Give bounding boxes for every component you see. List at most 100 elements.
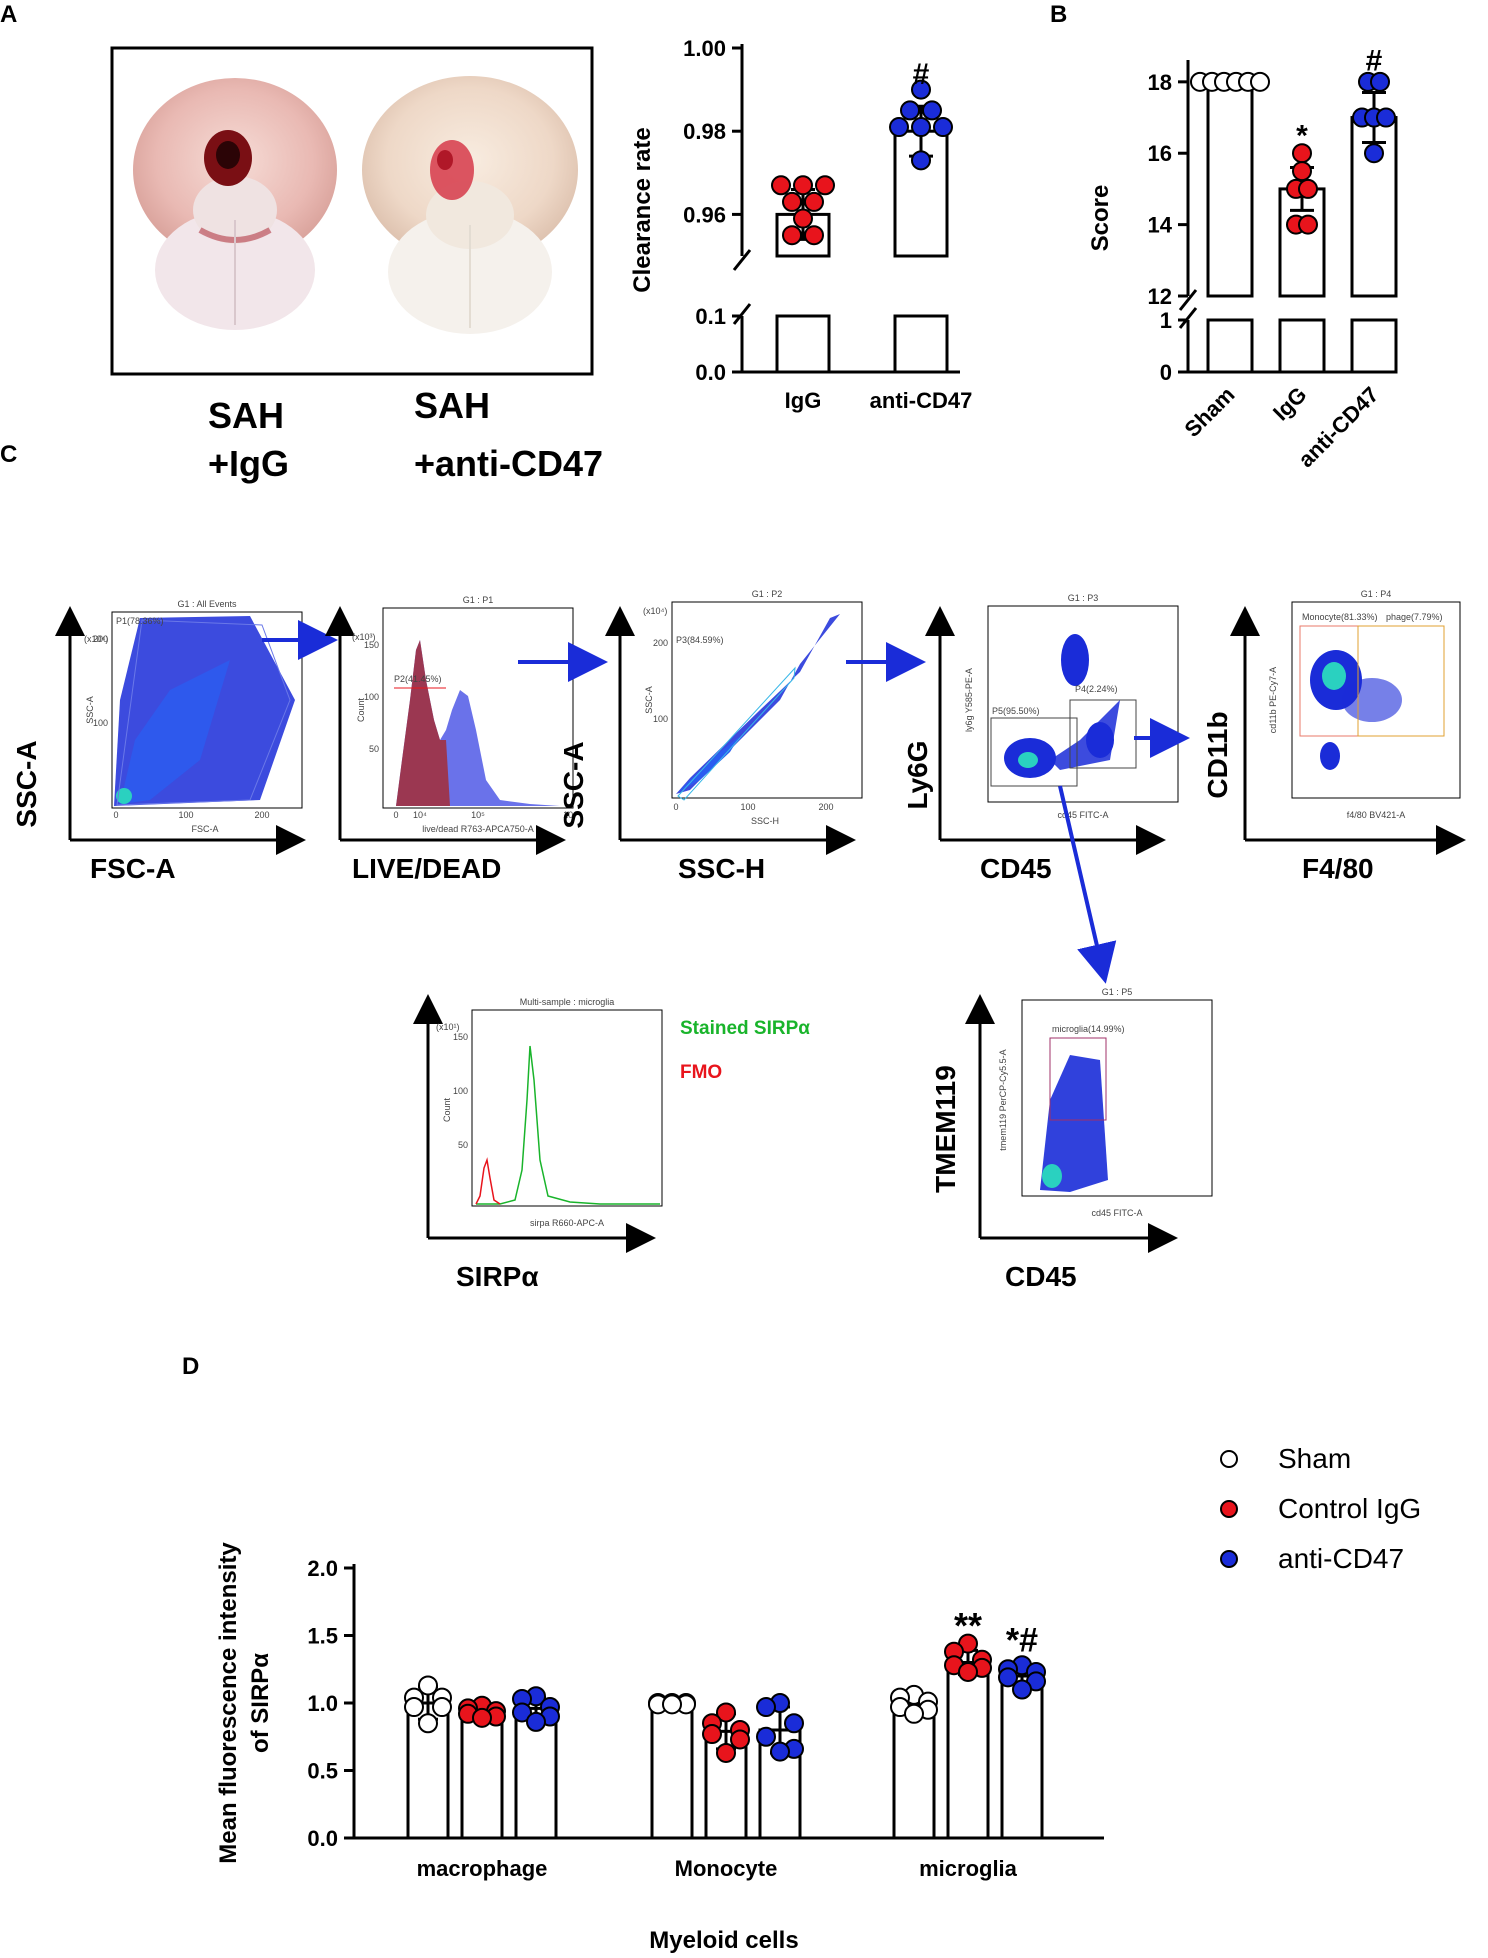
bar-upper bbox=[1206, 80, 1254, 298]
data-point bbox=[904, 1703, 924, 1724]
flow-ytick-3a: 100 bbox=[653, 714, 668, 724]
legend-stained-sirpa: Stained SIRPα bbox=[680, 1018, 810, 1039]
data-point bbox=[756, 1697, 776, 1718]
data-point bbox=[1012, 1679, 1032, 1700]
brain-left bbox=[133, 78, 337, 330]
significance-mark-igg: ** bbox=[954, 1605, 982, 1646]
flow-y-inner-4: ly6g Y585-PE-A bbox=[964, 668, 974, 732]
flow-outer-x-4: CD45 bbox=[980, 853, 1052, 884]
flow-outer-y-4: Ly6G bbox=[902, 741, 933, 810]
legend-label: Sham bbox=[1278, 1443, 1351, 1474]
data-point bbox=[900, 100, 920, 121]
flow-plot-2: LIVE/DEAD G1 : P1 P2(41.45%) (x10³) 50 1… bbox=[325, 595, 608, 884]
axis-break-mark bbox=[732, 249, 752, 271]
flow-y-inner-5: cd11b PE-Cy7-A bbox=[1268, 667, 1278, 733]
flow-gate-4b: P5(95.50%) bbox=[992, 706, 1040, 716]
flow-y-inner-6: tmem119 PerCP-Cy5.5-A bbox=[998, 1049, 1008, 1150]
significance-mark: # bbox=[1366, 45, 1383, 78]
data-point bbox=[922, 100, 942, 121]
flow-xtick-3a: 0 bbox=[673, 802, 678, 812]
data-point bbox=[782, 191, 802, 212]
bar bbox=[946, 1661, 990, 1840]
category-label: microglia bbox=[919, 1856, 1018, 1881]
bar-lower bbox=[1206, 318, 1254, 374]
data-point bbox=[432, 1697, 452, 1718]
y-tick-label: 0 bbox=[1160, 360, 1172, 385]
y-tick-label: 14 bbox=[1148, 213, 1173, 238]
axis-break-mark bbox=[732, 303, 752, 325]
flow-y-inner-1: SSC-A bbox=[85, 696, 95, 724]
flow-title-6: G1 : P5 bbox=[1102, 987, 1133, 997]
flow-ytick-7a: 50 bbox=[458, 1140, 468, 1150]
data-point bbox=[716, 1702, 736, 1723]
flow-outer-y-3: SSC-A bbox=[558, 741, 589, 828]
data-point bbox=[730, 1729, 750, 1750]
data-point bbox=[404, 1697, 424, 1718]
axis-break-mark bbox=[1178, 307, 1198, 329]
histogram-stained bbox=[476, 1045, 660, 1205]
flow-x-inner-1: FSC-A bbox=[192, 824, 219, 834]
photo-label-left-2: +IgG bbox=[208, 443, 289, 484]
y-tick-label: 1.00 bbox=[683, 36, 726, 61]
photo-label-left-1: SAH bbox=[208, 395, 284, 436]
flow-exp-1: (x10⁴) bbox=[84, 634, 108, 644]
data-point bbox=[418, 1675, 438, 1696]
data-point bbox=[1370, 71, 1390, 92]
bar bbox=[892, 1702, 936, 1840]
y-tick-label: 12 bbox=[1148, 284, 1172, 309]
y-axis-title-line2: of SIRPα bbox=[247, 1653, 274, 1753]
flow-plot-1: SSC-A FSC-A G1 : All Events P1(78.36%) (… bbox=[11, 599, 338, 884]
flow-plot-5: CD11b F4/80 G1 : P4 Monocyte(81.33%) pha… bbox=[1202, 589, 1466, 884]
data-point bbox=[782, 225, 802, 246]
data-point bbox=[662, 1694, 682, 1715]
flow-outer-y-6: TMEM119 bbox=[930, 1065, 961, 1193]
y-tick-label: 0.1 bbox=[695, 304, 726, 329]
data-point bbox=[804, 191, 824, 212]
data-point bbox=[911, 150, 931, 171]
panel-letter-c: C bbox=[0, 441, 17, 468]
data-point bbox=[771, 175, 791, 196]
flow-x-inner-7: sirpa R660-APC-A bbox=[530, 1218, 604, 1228]
flow-gate-6: microglia(14.99%) bbox=[1052, 1024, 1125, 1034]
brain-photo bbox=[110, 46, 594, 376]
flow-y-inner-7: Count bbox=[442, 1098, 452, 1123]
data-point bbox=[512, 1702, 532, 1723]
y-axis-title: Clearance rate bbox=[629, 127, 656, 292]
bar bbox=[650, 1702, 694, 1840]
y-tick-label: 2.0 bbox=[307, 1556, 338, 1581]
data-point bbox=[998, 1667, 1018, 1688]
photo-label-right-2: +anti-CD47 bbox=[414, 443, 603, 484]
legend-label: anti-CD47 bbox=[1278, 1543, 1404, 1574]
flow-xtick-2b: 10⁴ bbox=[413, 810, 427, 820]
y-tick-label: 0.5 bbox=[307, 1759, 338, 1784]
brain-right bbox=[362, 76, 578, 334]
significance-mark: # bbox=[913, 58, 930, 91]
category-label: IgG bbox=[785, 388, 822, 413]
y-tick-label: 0.0 bbox=[307, 1826, 338, 1851]
bar bbox=[460, 1710, 504, 1840]
category-label: IgG bbox=[1268, 382, 1312, 426]
panel-letter-d: D bbox=[182, 1353, 199, 1380]
data-point bbox=[756, 1726, 776, 1747]
flow-x-inner-3: SSC-H bbox=[751, 816, 779, 826]
bar-lower bbox=[893, 314, 949, 374]
chart-clearance-rate: 0.96 0.98 1.00 0.0 0.1 Clearance rate IgG # anti… bbox=[629, 36, 972, 413]
chart-mfi-sirpa: 0.0 0.5 1.0 1.5 2.0 Mean fluorescence intensi… bbox=[215, 1443, 1421, 1954]
flow-xtick-3b: 100 bbox=[740, 802, 755, 812]
bar bbox=[1000, 1674, 1044, 1840]
legend-marker bbox=[1220, 1550, 1238, 1568]
flow-gate-4a: P4(2.24%) bbox=[1075, 684, 1118, 694]
y-tick-label: 18 bbox=[1148, 70, 1172, 95]
category-label: anti-CD47 bbox=[870, 388, 973, 413]
flow-exp-2: (x10³) bbox=[352, 632, 376, 642]
data-point bbox=[889, 117, 909, 138]
data-point bbox=[933, 117, 953, 138]
data-point bbox=[911, 117, 931, 138]
flow-plot-7: SIRPα Multi-sample : microglia (x10¹) 50… bbox=[413, 994, 810, 1292]
data-point bbox=[1292, 161, 1312, 182]
flow-xtick-1c: 200 bbox=[254, 810, 269, 820]
flow-ytick-2c: 150 bbox=[364, 640, 379, 650]
flow-outer-x-3: SSC-H bbox=[678, 853, 765, 884]
data-point bbox=[911, 79, 931, 100]
